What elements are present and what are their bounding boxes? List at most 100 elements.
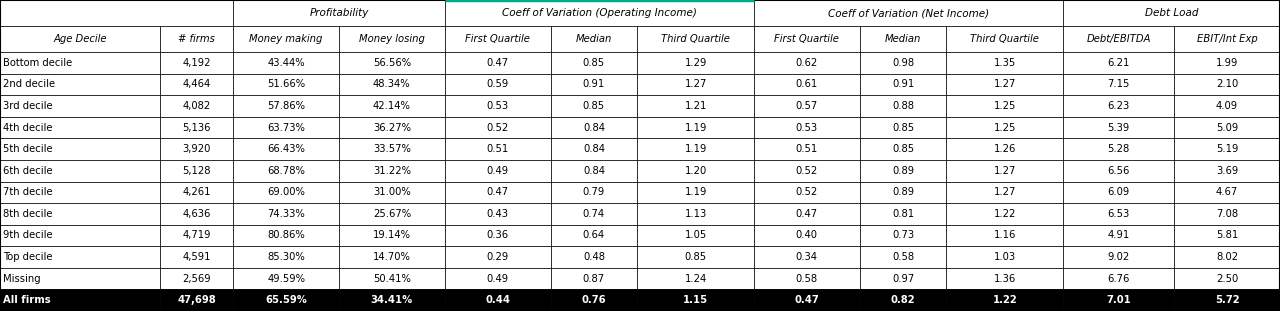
Bar [550,52,637,74]
Bar [160,246,233,268]
Text: 1.99: 1.99 [1216,58,1238,68]
Text: 6.56: 6.56 [1107,166,1130,176]
Text: 5.39: 5.39 [1107,123,1130,132]
Bar [1064,160,1174,182]
Text: 1.20: 1.20 [685,166,707,176]
Bar [550,203,637,225]
Text: 0.59: 0.59 [486,79,508,89]
Text: 1.25: 1.25 [993,101,1016,111]
Bar [754,246,860,268]
Bar [1174,138,1280,160]
Text: Money losing: Money losing [358,34,425,44]
Text: Median: Median [576,34,612,44]
Bar [339,268,444,290]
Bar [339,117,444,138]
Text: Top decile: Top decile [3,252,52,262]
Text: 69.00%: 69.00% [268,187,305,197]
Bar [160,138,233,160]
Bar [1174,117,1280,138]
Text: 5th decile: 5th decile [3,144,52,154]
Bar [339,52,444,74]
Text: 1.26: 1.26 [993,144,1016,154]
Text: Bottom decile: Bottom decile [3,58,72,68]
Bar [233,225,339,246]
Text: 49.59%: 49.59% [268,274,305,284]
Bar [339,290,444,311]
Bar [946,74,1064,95]
Bar [0,246,160,268]
Bar [860,225,946,246]
Text: 0.34: 0.34 [796,252,818,262]
Bar [860,203,946,225]
Bar [946,246,1064,268]
Text: 0.89: 0.89 [892,187,914,197]
Text: 0.44: 0.44 [485,295,511,305]
Bar [233,246,339,268]
Text: 48.34%: 48.34% [372,79,411,89]
Bar [550,268,637,290]
Text: 63.73%: 63.73% [268,123,305,132]
Bar [0,290,160,311]
Text: 74.33%: 74.33% [268,209,305,219]
Bar [550,246,637,268]
Bar [444,203,550,225]
Text: 0.29: 0.29 [486,252,508,262]
Bar [339,225,444,246]
Text: 31.22%: 31.22% [372,166,411,176]
Text: 4,082: 4,082 [183,101,211,111]
Text: EBIT/Int Exp: EBIT/Int Exp [1197,34,1257,44]
Text: 1.35: 1.35 [993,58,1016,68]
Bar [1174,74,1280,95]
Bar [1064,117,1174,138]
Text: 2nd decile: 2nd decile [3,79,55,89]
Text: 33.57%: 33.57% [372,144,411,154]
Bar [0,182,160,203]
Text: 4,464: 4,464 [183,79,211,89]
Bar [160,52,233,74]
Text: Coeff of Variation (Operating Income): Coeff of Variation (Operating Income) [502,8,696,18]
Text: 1.03: 1.03 [993,252,1016,262]
Text: 8.02: 8.02 [1216,252,1238,262]
Bar [339,203,444,225]
Bar [860,74,946,95]
Bar [444,117,550,138]
Text: Third Quartile: Third Quartile [970,34,1039,44]
Bar [0,203,160,225]
Bar [233,182,339,203]
Bar [444,225,550,246]
Bar [754,268,860,290]
Text: 36.27%: 36.27% [372,123,411,132]
Bar [946,138,1064,160]
Bar [1064,138,1174,160]
Text: 5,136: 5,136 [182,123,211,132]
Bar [860,160,946,182]
Bar [637,26,754,52]
Text: 50.41%: 50.41% [372,274,411,284]
Text: 4,636: 4,636 [183,209,211,219]
Bar [1174,268,1280,290]
Text: 8th decile: 8th decile [3,209,52,219]
Bar [860,117,946,138]
Text: 0.47: 0.47 [796,209,818,219]
Bar [1174,182,1280,203]
Text: 6.09: 6.09 [1107,187,1130,197]
Text: 57.86%: 57.86% [268,101,305,111]
Text: 1.13: 1.13 [685,209,707,219]
Text: 66.43%: 66.43% [268,144,305,154]
Bar [1064,26,1174,52]
Bar [0,95,160,117]
Bar [860,26,946,52]
Text: 0.49: 0.49 [486,274,508,284]
Bar [637,138,754,160]
Bar [233,203,339,225]
Text: 1.19: 1.19 [685,123,707,132]
Bar [550,225,637,246]
Bar [754,117,860,138]
Bar [444,26,550,52]
Text: 5,128: 5,128 [182,166,211,176]
Text: 1.15: 1.15 [684,295,708,305]
Bar [1064,203,1174,225]
Bar [0,225,160,246]
Bar [637,182,754,203]
Text: 0.47: 0.47 [486,58,508,68]
